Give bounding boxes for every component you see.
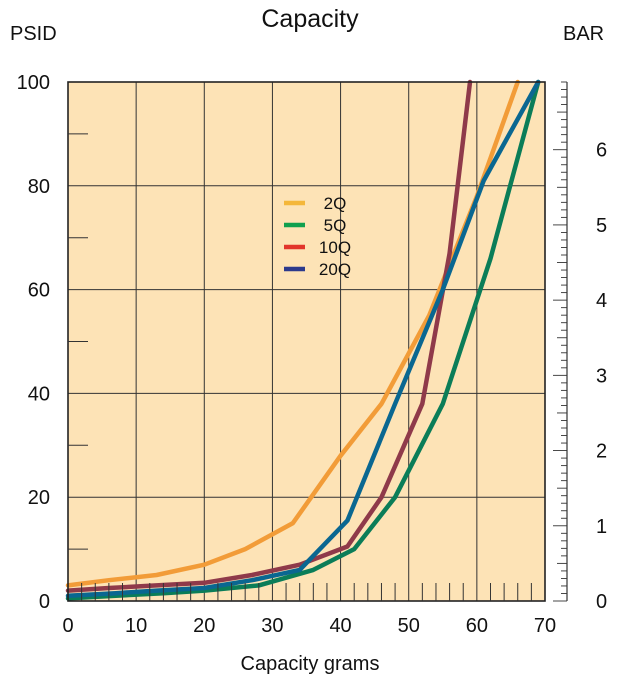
series-lines (65, 79, 541, 601)
plot-background (68, 82, 545, 601)
x-tick-label: 50 (398, 615, 420, 637)
y-tick-label: 60 (28, 280, 50, 302)
y-tick-label: 20 (28, 487, 50, 509)
left-axis-label: PSID (10, 23, 57, 45)
x-tick-label: 10 (125, 615, 147, 637)
axes: 0 20 40 60 80 100 0 10 20 30 40 50 60 70 0 1 2 3 4 5 6 (17, 72, 608, 637)
right-tick-label: 4 (596, 290, 607, 312)
legend: 2Q 5Q 10Q 20Q (284, 194, 351, 279)
right-tick-label: 0 (596, 591, 607, 613)
right-tick-label: 3 (596, 365, 607, 387)
x-tick-label: 70 (534, 615, 556, 637)
x-axis-label: Capacity grams (241, 653, 380, 675)
x-tick-label: 40 (329, 615, 351, 637)
grid-lines (68, 82, 545, 601)
y-tick-label: 40 (28, 383, 50, 405)
x-tick-label: 0 (62, 615, 73, 637)
legend-label: 2Q (324, 194, 347, 213)
series-line-3 (65, 79, 473, 593)
y-tick-label: 80 (28, 176, 50, 198)
right-tick-label: 1 (596, 516, 607, 538)
right-axis-label: BAR (563, 23, 604, 45)
chart-title: Capacity (261, 5, 359, 33)
legend-label: 10Q (319, 238, 351, 257)
y-tick-label: 100 (17, 72, 50, 94)
series-line-2 (65, 79, 541, 601)
y-tick-label: 0 (39, 591, 50, 613)
x-tick-label: 30 (261, 615, 283, 637)
right-tick-label: 5 (596, 215, 607, 237)
right-tick-label: 2 (596, 441, 607, 463)
legend-label: 5Q (324, 216, 347, 235)
x-tick-label: 60 (466, 615, 488, 637)
right-tick-label: 6 (596, 140, 607, 162)
x-tick-label: 20 (193, 615, 215, 637)
series-line-4 (65, 79, 541, 599)
legend-label: 20Q (319, 260, 351, 279)
